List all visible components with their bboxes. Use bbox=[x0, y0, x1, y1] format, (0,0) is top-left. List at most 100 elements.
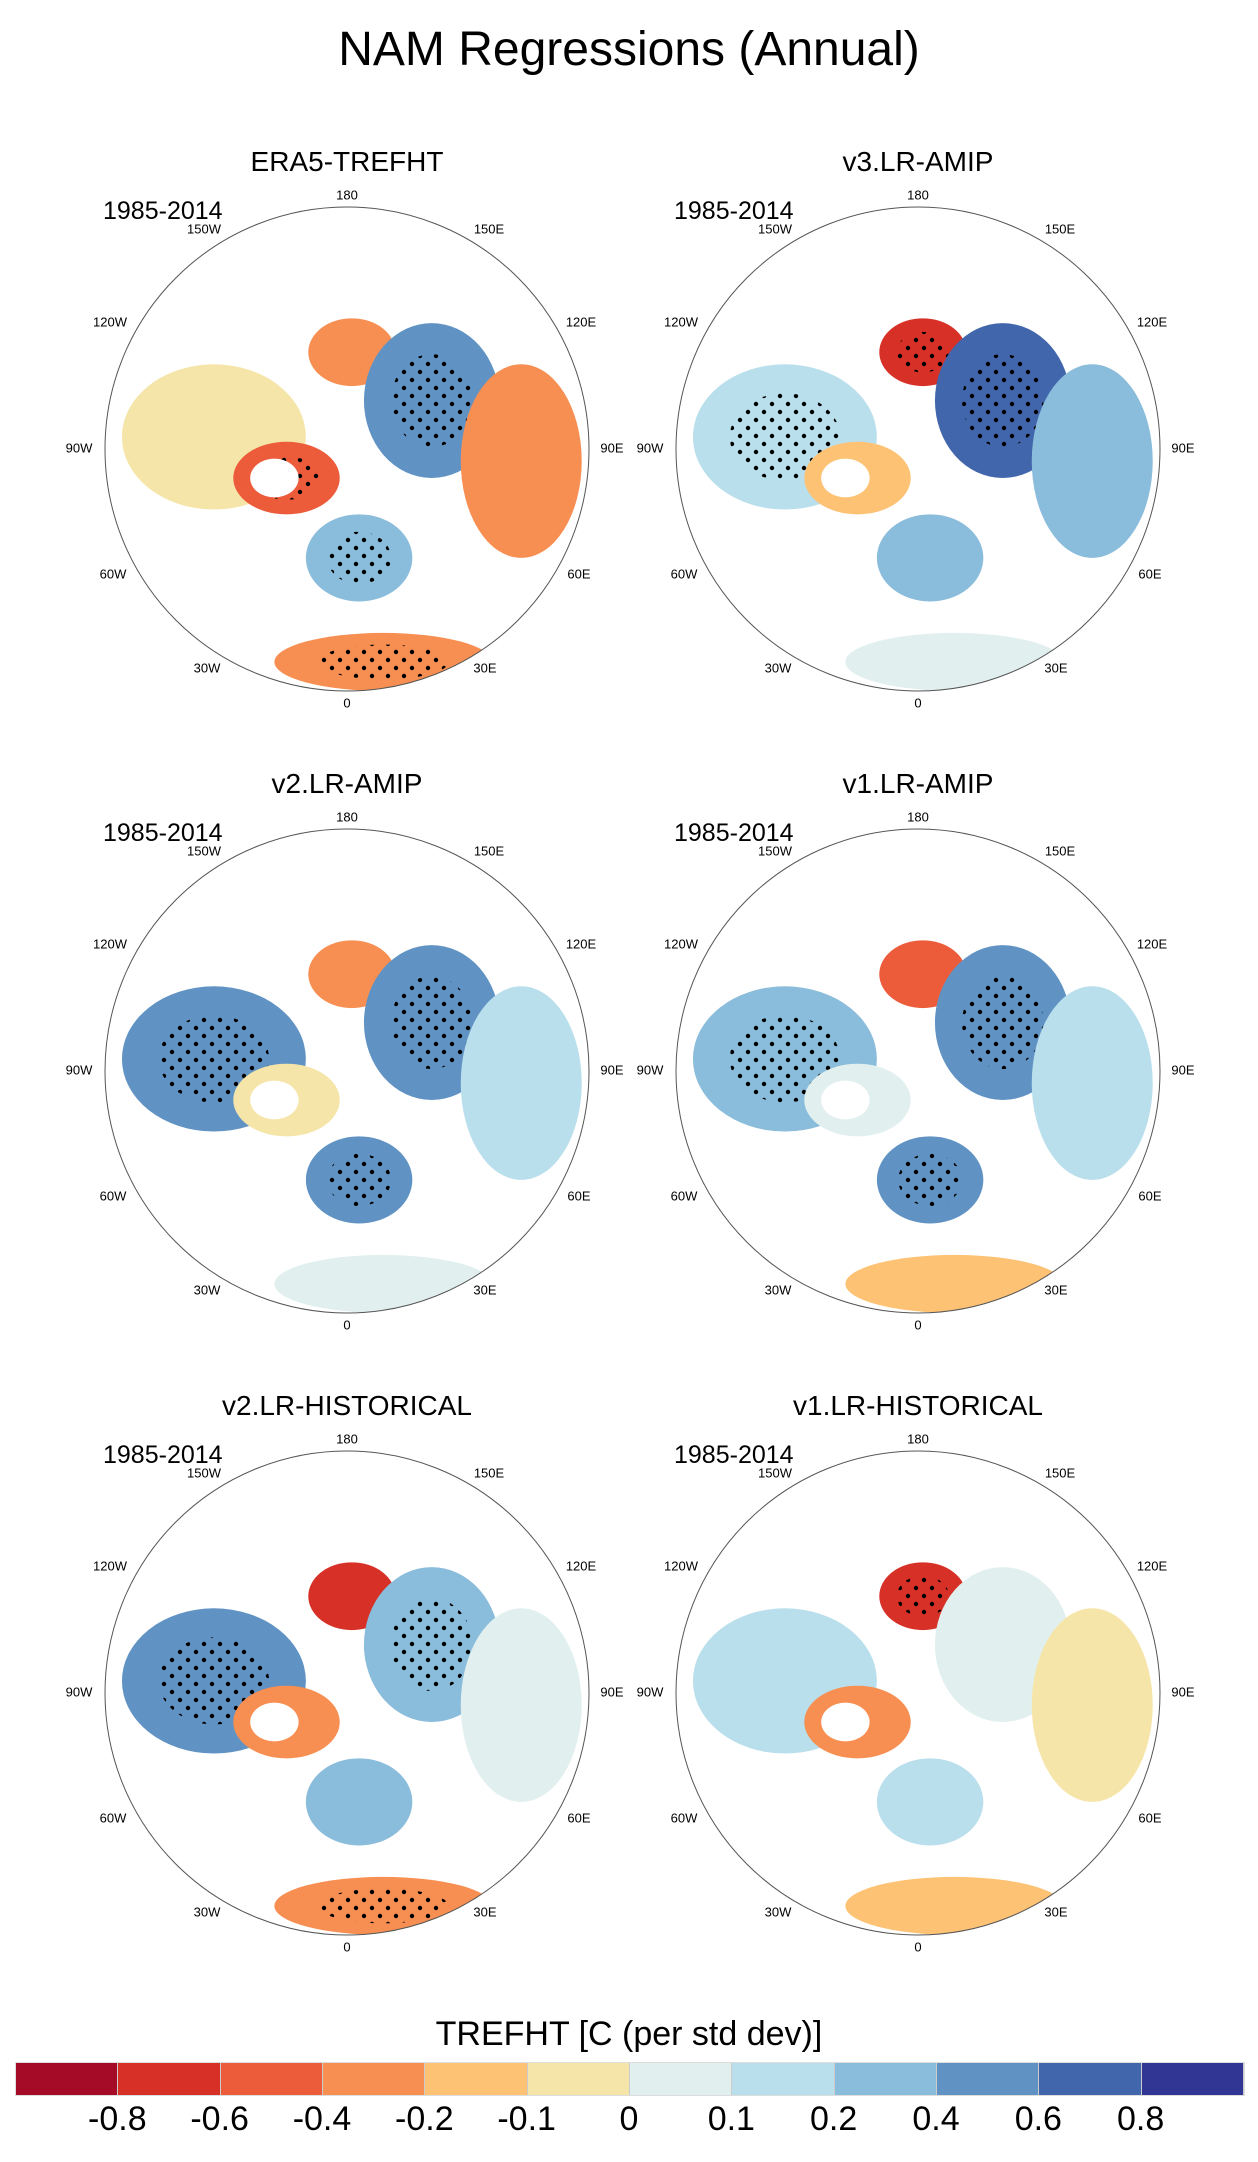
significance-stipple bbox=[962, 976, 1044, 1070]
longitude-label: 120E bbox=[1137, 314, 1168, 329]
field-region bbox=[460, 364, 582, 558]
longitude-label: 60E bbox=[567, 566, 590, 581]
map-boundary bbox=[675, 828, 1161, 1314]
map-panel: v1.LR-AMIP 1985-2014 180 150E 120E 90E 60E 30E 0… bbox=[637, 768, 1195, 1332]
longitude-label: 90W bbox=[66, 440, 93, 455]
colorbar-box bbox=[834, 2063, 937, 2095]
longitude-label: 120W bbox=[93, 936, 128, 951]
map-boundary bbox=[675, 206, 1161, 692]
longitude-label: 150W bbox=[187, 843, 222, 858]
field-region bbox=[274, 1254, 493, 1313]
longitude-label: 180 bbox=[907, 1431, 929, 1446]
colorbar-box bbox=[322, 2063, 426, 2095]
longitude-label: 150W bbox=[758, 1465, 793, 1480]
colorbar-box bbox=[936, 2063, 1040, 2095]
longitude-label: 0 bbox=[343, 695, 350, 710]
figure-title: NAM Regressions (Annual) bbox=[338, 23, 920, 76]
longitude-label: 60E bbox=[1138, 1810, 1161, 1825]
longitude-label: 150E bbox=[474, 221, 505, 236]
colorbar-box bbox=[1039, 2063, 1142, 2095]
colorbar-tick-label: 0.1 bbox=[707, 2100, 755, 2138]
panel-title: v3.LR-AMIP bbox=[843, 146, 994, 177]
longitude-label: 30W bbox=[194, 660, 221, 675]
longitude-label: 150E bbox=[1045, 1465, 1076, 1480]
longitude-label: 90W bbox=[66, 1062, 93, 1077]
colorbar-box bbox=[220, 2063, 323, 2095]
field-region bbox=[1031, 986, 1153, 1180]
panel-period: 1985-2014 bbox=[103, 1441, 223, 1469]
significance-stipple bbox=[391, 1598, 473, 1692]
longitude-label: 30E bbox=[473, 1282, 496, 1297]
longitude-label: 60E bbox=[567, 1810, 590, 1825]
longitude-label: 120E bbox=[566, 314, 597, 329]
longitude-label: 60W bbox=[100, 566, 127, 581]
longitude-label: 0 bbox=[343, 1939, 350, 1954]
longitude-label: 150E bbox=[1045, 221, 1076, 236]
colorbar-box bbox=[1141, 2063, 1244, 2095]
colorbar-tick-label: 0.8 bbox=[1117, 2100, 1165, 2138]
panel-title: ERA5-TREFHT bbox=[251, 146, 444, 177]
longitude-label: 60W bbox=[671, 1810, 698, 1825]
colorbar-tick-label: -0.4 bbox=[292, 2100, 352, 2138]
longitude-label: 0 bbox=[343, 1317, 350, 1332]
colorbar-box bbox=[732, 2063, 835, 2095]
longitude-label: 120W bbox=[93, 1558, 128, 1573]
significance-stipple bbox=[391, 976, 473, 1070]
colorbar-box bbox=[425, 2063, 528, 2095]
panel-title: v1.LR-HISTORICAL bbox=[793, 1390, 1043, 1421]
panel-title: v2.LR-AMIP bbox=[272, 768, 423, 799]
significance-stipple bbox=[962, 354, 1044, 448]
longitude-label: 90E bbox=[1171, 1062, 1194, 1077]
colorbar-box bbox=[16, 2063, 119, 2095]
colorbar-tick-label: 0 bbox=[619, 2100, 639, 2138]
significance-stipple bbox=[391, 354, 473, 448]
field-region bbox=[460, 986, 582, 1180]
longitude-label: 90W bbox=[637, 1062, 664, 1077]
longitude-label: 180 bbox=[336, 809, 358, 824]
longitude-label: 150E bbox=[474, 843, 505, 858]
significance-stipple bbox=[327, 1153, 392, 1207]
field-region bbox=[876, 514, 984, 602]
longitude-label: 90E bbox=[600, 1062, 623, 1077]
colorbar-box bbox=[118, 2063, 221, 2095]
panel-period: 1985-2014 bbox=[103, 197, 223, 225]
panel-period: 1985-2014 bbox=[103, 819, 223, 847]
significance-stipple bbox=[896, 331, 949, 373]
colorbar-tick-label: -0.2 bbox=[395, 2100, 454, 2138]
colorbar-title: TREFHT [C (per std dev)] bbox=[435, 2015, 823, 2053]
map-panels: ERA5-TREFHT 1985-2014 180 150E 120E 90E 60E 30E… bbox=[66, 146, 1195, 1954]
longitude-label: 60E bbox=[1138, 566, 1161, 581]
colorbar-tick-label: 0.2 bbox=[810, 2100, 858, 2138]
significance-stipple bbox=[317, 1888, 449, 1924]
longitude-label: 0 bbox=[914, 1317, 921, 1332]
longitude-label: 120W bbox=[93, 314, 128, 329]
longitude-label: 30E bbox=[1044, 1282, 1067, 1297]
map-panel: v1.LR-HISTORICAL 1985-2014 180 150E 120E 90E 6… bbox=[637, 1390, 1195, 1954]
longitude-label: 120W bbox=[664, 1558, 699, 1573]
map-panel: v3.LR-AMIP 1985-2014 180 150E 120E 90E 60E 30E 0… bbox=[637, 146, 1195, 710]
field-region bbox=[876, 1758, 984, 1846]
panel-title: v2.LR-HISTORICAL bbox=[222, 1390, 472, 1421]
longitude-label: 150E bbox=[1045, 843, 1076, 858]
longitude-label: 60E bbox=[1138, 1188, 1161, 1203]
colorbar-tick-label: -0.1 bbox=[497, 2100, 556, 2138]
longitude-label: 180 bbox=[907, 187, 929, 202]
longitude-label: 150W bbox=[187, 1465, 222, 1480]
colorbar-box bbox=[527, 2063, 630, 2095]
colorbar-tick-label: 0.6 bbox=[1014, 2100, 1062, 2138]
longitude-label: 60W bbox=[100, 1810, 127, 1825]
colorbar-tick-label: -0.8 bbox=[88, 2100, 147, 2138]
colorbar-tick-label: -0.6 bbox=[190, 2100, 249, 2138]
longitude-label: 90W bbox=[66, 1684, 93, 1699]
longitude-label: 30E bbox=[473, 1904, 496, 1919]
field-region bbox=[1031, 364, 1153, 558]
longitude-label: 30E bbox=[1044, 660, 1067, 675]
panel-period: 1985-2014 bbox=[674, 1441, 794, 1469]
longitude-label: 30W bbox=[194, 1282, 221, 1297]
field-region bbox=[460, 1608, 582, 1802]
field-region bbox=[845, 632, 1064, 691]
map-boundary bbox=[104, 206, 590, 692]
colorbar bbox=[15, 2062, 1245, 2096]
longitude-label: 30W bbox=[194, 1904, 221, 1919]
field-region bbox=[305, 1758, 413, 1846]
